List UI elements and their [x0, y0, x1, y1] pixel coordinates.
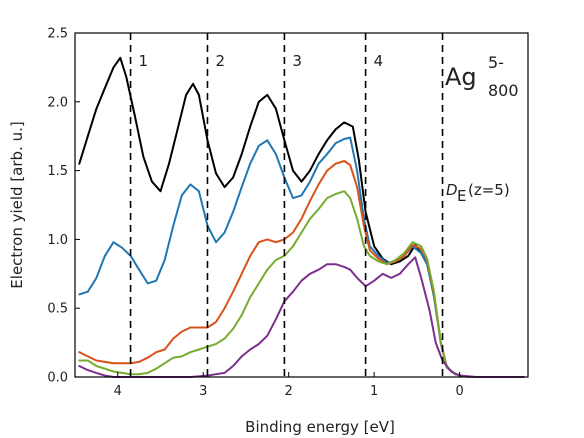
axes-layer: 4 3 2 1 0 0.0 0.5 1.0 1.5 2.0 2.5: [47, 27, 529, 399]
y-tick-label-3: 1.5: [47, 164, 68, 179]
y-tick-label-1: 0.5: [47, 302, 68, 317]
plot-frame: [74, 32, 529, 378]
species-annotation: Ag 5- 800: [445, 53, 519, 100]
y-tick-label-2: 1.0: [47, 233, 68, 248]
y-tick-label-4: 2.0: [47, 95, 68, 110]
de-main: D: [446, 181, 458, 199]
de-sub: E: [457, 187, 466, 205]
y-tick-label-5: 2.5: [47, 27, 68, 42]
de-paren: (z=5): [468, 181, 510, 199]
species-sub: 800: [488, 81, 519, 100]
region-label-2: 2: [215, 52, 225, 70]
x-tick-label-1: 3: [199, 384, 207, 399]
x-axis-label: Binding energy [eV]: [245, 418, 395, 436]
region-label-3: 3: [292, 52, 302, 70]
y-axis-label: Electron yield [arb. u.]: [8, 121, 26, 288]
species-sup: 5-: [488, 53, 504, 72]
x-tick-label-0: 4: [114, 384, 122, 399]
species-base: Ag: [445, 63, 477, 91]
x-tick-label-2: 2: [285, 384, 293, 399]
vline-layer: 1 2 3 4: [129, 33, 444, 377]
y-tick-label-0: 0.0: [47, 371, 68, 386]
x-tick-label-4: 0: [455, 384, 463, 399]
series-line-3: [78, 160, 525, 378]
region-label-1: 1: [139, 52, 149, 70]
x-tick-label-3: 1: [370, 384, 378, 399]
series-layer: [78, 56, 525, 378]
de-annotation: D E (z=5): [446, 181, 510, 205]
series-line-2: [78, 136, 525, 378]
region-label-4: 4: [374, 52, 384, 70]
series-line-4: [78, 190, 525, 378]
